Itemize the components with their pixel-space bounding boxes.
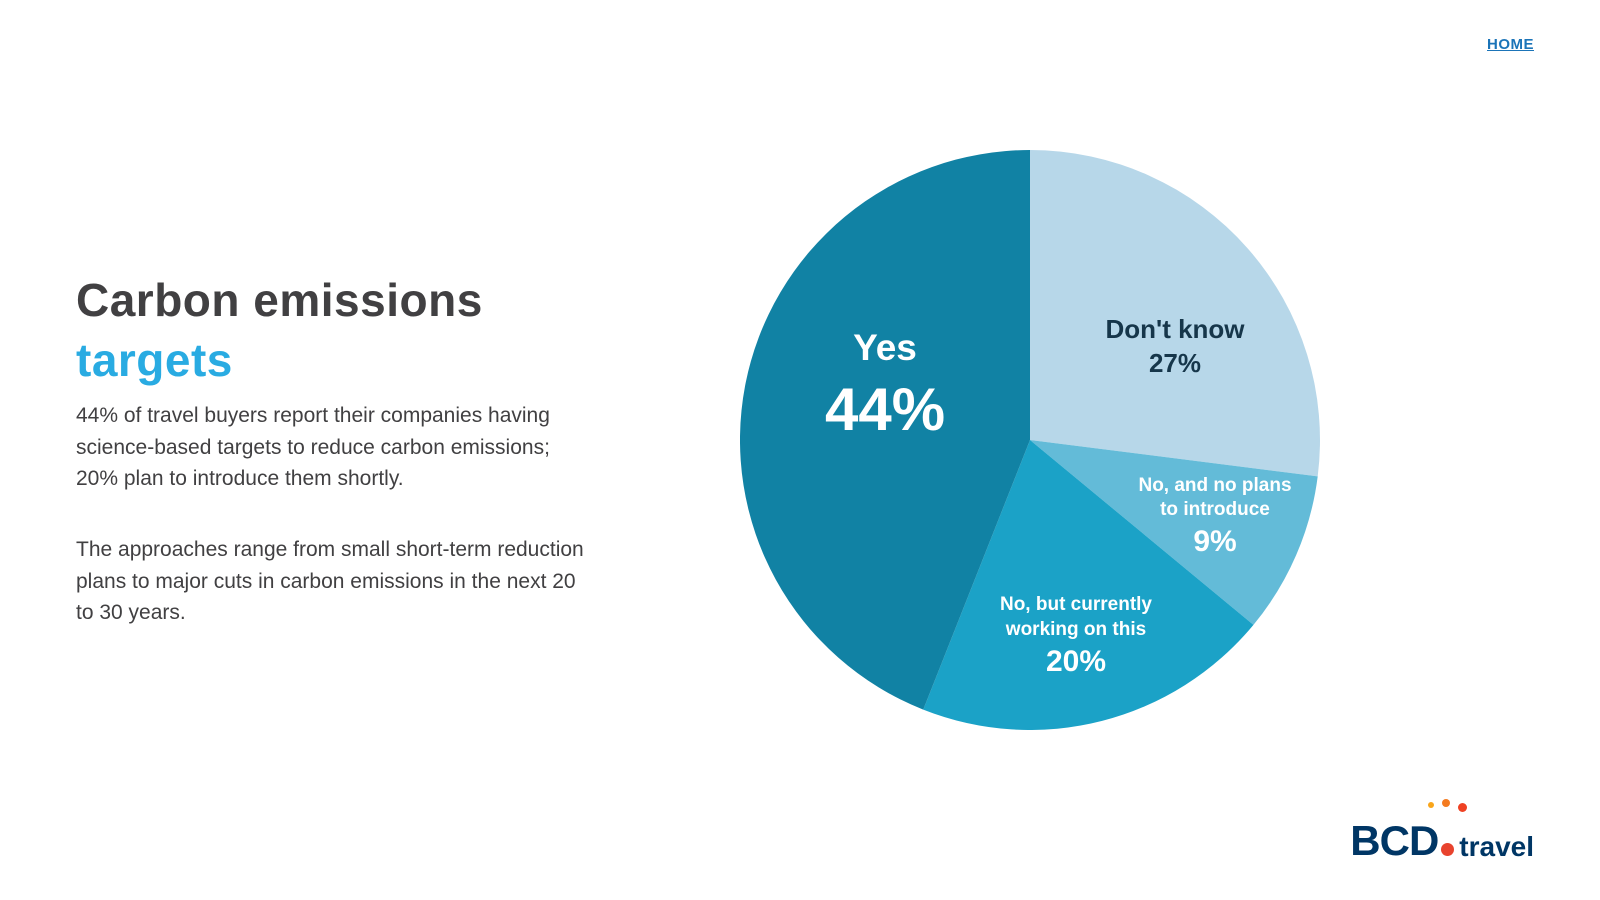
- logo-arc-dot-icon: [1442, 799, 1451, 807]
- body-paragraph-2: The approaches range from small short-te…: [76, 538, 584, 624]
- pie-label-pct: 44%: [824, 376, 946, 443]
- logo-bcd-text: BCD: [1350, 817, 1439, 864]
- pie-slice-2: [923, 440, 1254, 730]
- pie-slice-1: [1030, 440, 1318, 625]
- body-paragraph-1: 44% of travel buyers report their compan…: [76, 404, 550, 490]
- pie-label-text: Yes: [853, 327, 917, 368]
- pie-chart-svg: [740, 150, 1320, 730]
- pie-label-pct: 20%: [1045, 645, 1107, 678]
- pie-label-text: Don't know: [1105, 314, 1245, 344]
- pie-label-pct: 27%: [1148, 348, 1202, 378]
- pie-label-pct: 9%: [1193, 525, 1237, 558]
- pie-label-yes: Yes 44%: [825, 325, 945, 443]
- pie-label-no-plans: No, and no plans to introduce 9%: [1130, 474, 1300, 560]
- pie-chart: Yes 44% Don't know 27% No, and no plans …: [740, 150, 1320, 730]
- title-line-2: targets: [76, 334, 233, 386]
- title-line-1: Carbon emissions: [76, 274, 483, 326]
- home-link[interactable]: HOME: [1487, 36, 1534, 53]
- page-title: Carbon emissions targets: [76, 270, 483, 390]
- bcd-travel-logo: BCD travel: [1350, 799, 1534, 864]
- pie-label-dont-know: Don't know 27%: [1075, 312, 1275, 380]
- pie-label-text: No, but currently working on this: [999, 594, 1152, 640]
- logo-red-dot-icon: [1441, 843, 1455, 856]
- logo-travel-text: travel: [1459, 831, 1534, 862]
- logo-arc-dot-icon: [1428, 802, 1435, 808]
- pie-label-text: No, and no plans to introduce: [1138, 475, 1292, 520]
- pie-slice-3: [740, 150, 1030, 710]
- pie-slice-0: [1030, 150, 1320, 477]
- pie-label-working: No, but currently working on this 20%: [992, 592, 1160, 680]
- logo-arc-dot-icon: [1458, 803, 1468, 812]
